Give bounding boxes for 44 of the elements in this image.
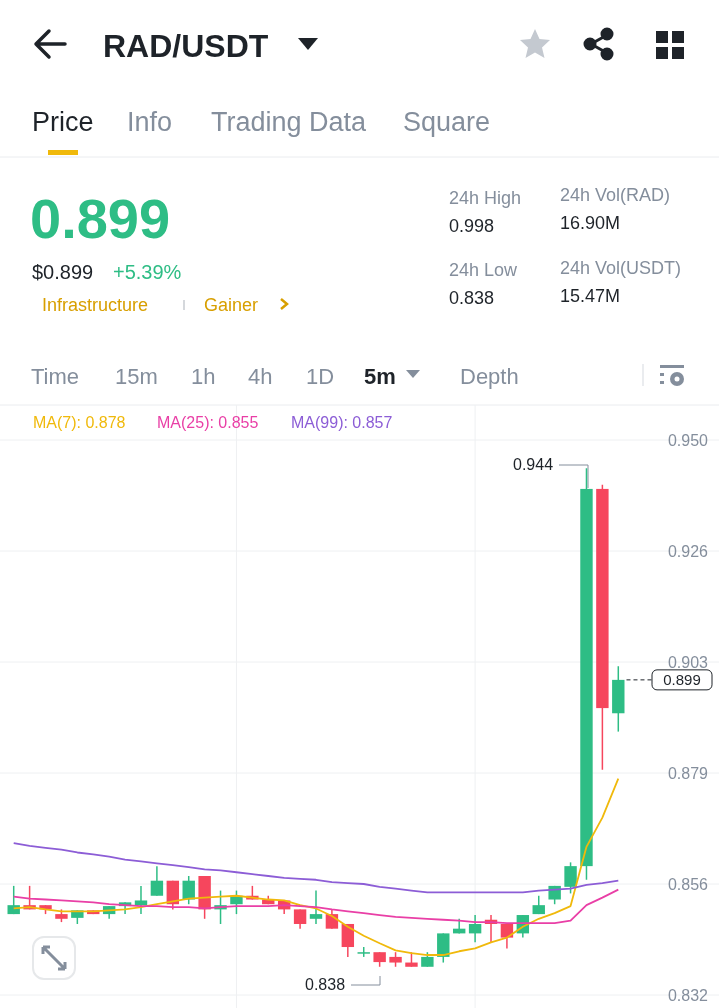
y-tick-label: 0.950	[667, 431, 709, 449]
text: $0.899	[32, 261, 94, 283]
text: Gainer	[204, 295, 259, 315]
candlestick	[564, 861, 577, 895]
text: Square	[403, 107, 491, 137]
y-tick-label: 0.879	[667, 764, 709, 782]
text: 4h	[248, 364, 273, 389]
candlestick	[437, 932, 450, 964]
text: Infrastructure	[42, 295, 149, 315]
y-tick-label: 0.832	[667, 986, 709, 1004]
annotation: 0.838	[305, 976, 346, 993]
text: 0.899	[30, 187, 171, 250]
text: MA(25): 0.855	[157, 414, 259, 431]
text: 16.90M	[560, 213, 621, 233]
text: 0.838	[449, 288, 495, 308]
text: MA(7): 0.878	[33, 414, 126, 431]
y-tick-label: 0.856	[667, 875, 709, 893]
text: 24h Low	[449, 260, 519, 280]
text: MA(99): 0.857	[291, 414, 393, 431]
text: 15m	[115, 364, 158, 389]
ref-line-label: 0.899	[663, 671, 701, 689]
text: 0.998	[449, 216, 495, 236]
candlestick	[293, 908, 307, 930]
text: 24h Vol(USDT)	[560, 258, 682, 278]
text: 24h High	[449, 188, 522, 208]
chart-title: RAD/USDT	[103, 28, 269, 64]
text: Time	[31, 364, 80, 389]
candlestick	[309, 889, 323, 925]
text: 15.47M	[560, 286, 621, 306]
y-tick-label: 0.926	[667, 542, 709, 560]
text: 1D	[306, 364, 335, 389]
text: Info	[127, 107, 173, 137]
annotation: 0.944	[513, 456, 554, 473]
text: Trading Data	[211, 107, 368, 137]
y-tick-label: 0.903	[667, 653, 709, 671]
text: Depth	[460, 364, 519, 389]
text: Price	[32, 107, 94, 137]
candlestick	[468, 914, 482, 944]
text: 5m	[364, 364, 396, 389]
candlestick	[150, 865, 164, 897]
text: 24h Vol(RAD)	[560, 185, 671, 205]
text: 1h	[191, 364, 216, 389]
candlestick	[134, 885, 148, 915]
text: +5.39%	[113, 261, 182, 283]
